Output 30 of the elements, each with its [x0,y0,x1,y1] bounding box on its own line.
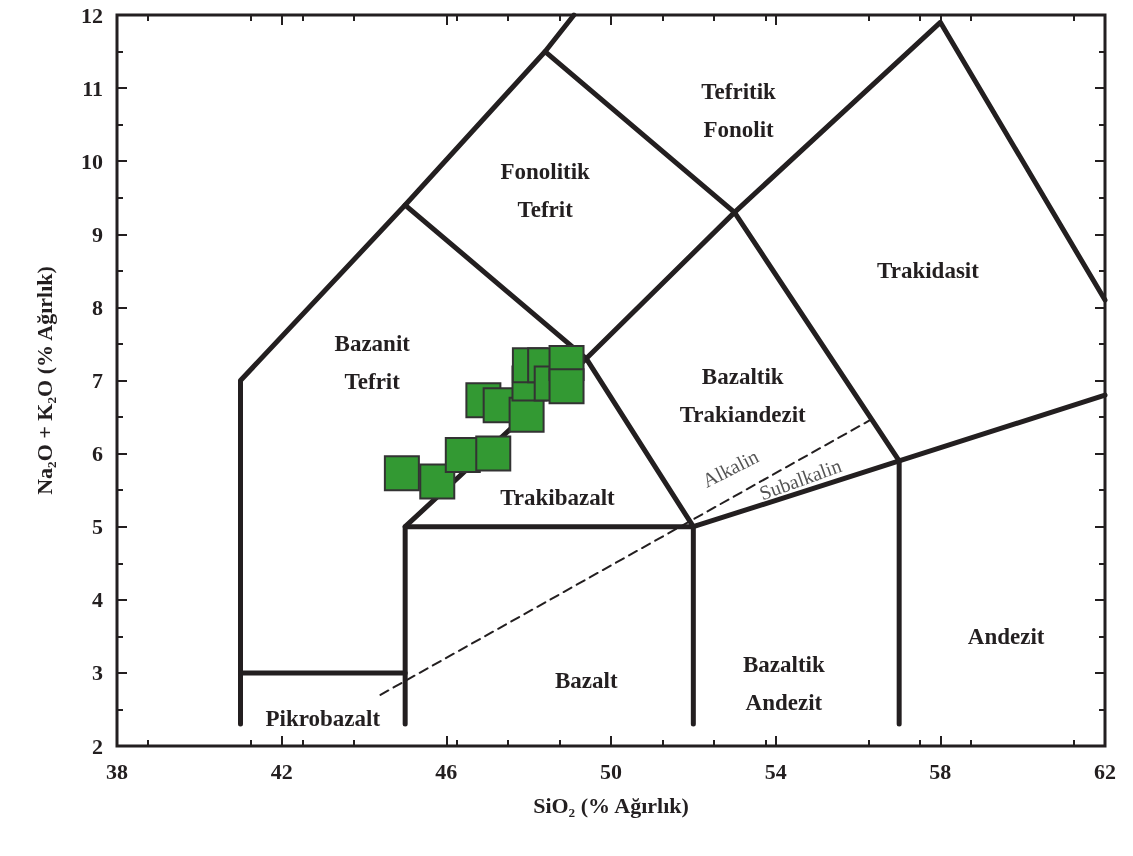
x-tick-label: 58 [929,758,952,784]
y-tick-label: 4 [92,587,103,613]
y-tick-label: 10 [81,148,103,174]
x-tick-label: 42 [270,758,293,784]
y-tick-label: 7 [92,368,103,393]
annotation: Trakidasit [877,258,980,284]
y-tick-label: 3 [92,660,103,686]
annotation: Bazanit Tefrit [334,330,411,394]
y-tick-label: 6 [92,441,103,467]
x-tick-label: 62 [1094,758,1116,784]
y-tick-label: 12 [81,2,103,28]
x-tick-label: 54 [764,758,787,784]
y-tick-label: 5 [92,514,103,540]
annotation: Trakibazalt [500,484,616,510]
annotation: Pikrobazalt [265,705,381,731]
annotation: Bazaltik Trakiandezit [679,363,807,427]
y-tick-label: 2 [92,733,103,759]
annotation: Bazalt [555,667,618,693]
x-axis-title: SiO₂ (% Ağırlık) [533,792,689,818]
y-axis-title: Na₂O + K₂O (% Ağırlık) [31,266,57,495]
annotation: Tefritik Fonolit [701,78,777,142]
y-tick-label: 8 [92,294,103,320]
annotation: Andezit [967,623,1045,649]
x-tick-label: 46 [435,758,458,784]
annotation: Fonolitik Tefrit [500,158,591,222]
annotation: Bazaltik Andezit [743,652,825,716]
x-tick-label: 50 [600,758,622,784]
y-tick-label: 9 [92,221,103,247]
x-tick-label: 38 [106,758,128,784]
y-tick-label: 11 [82,75,103,101]
